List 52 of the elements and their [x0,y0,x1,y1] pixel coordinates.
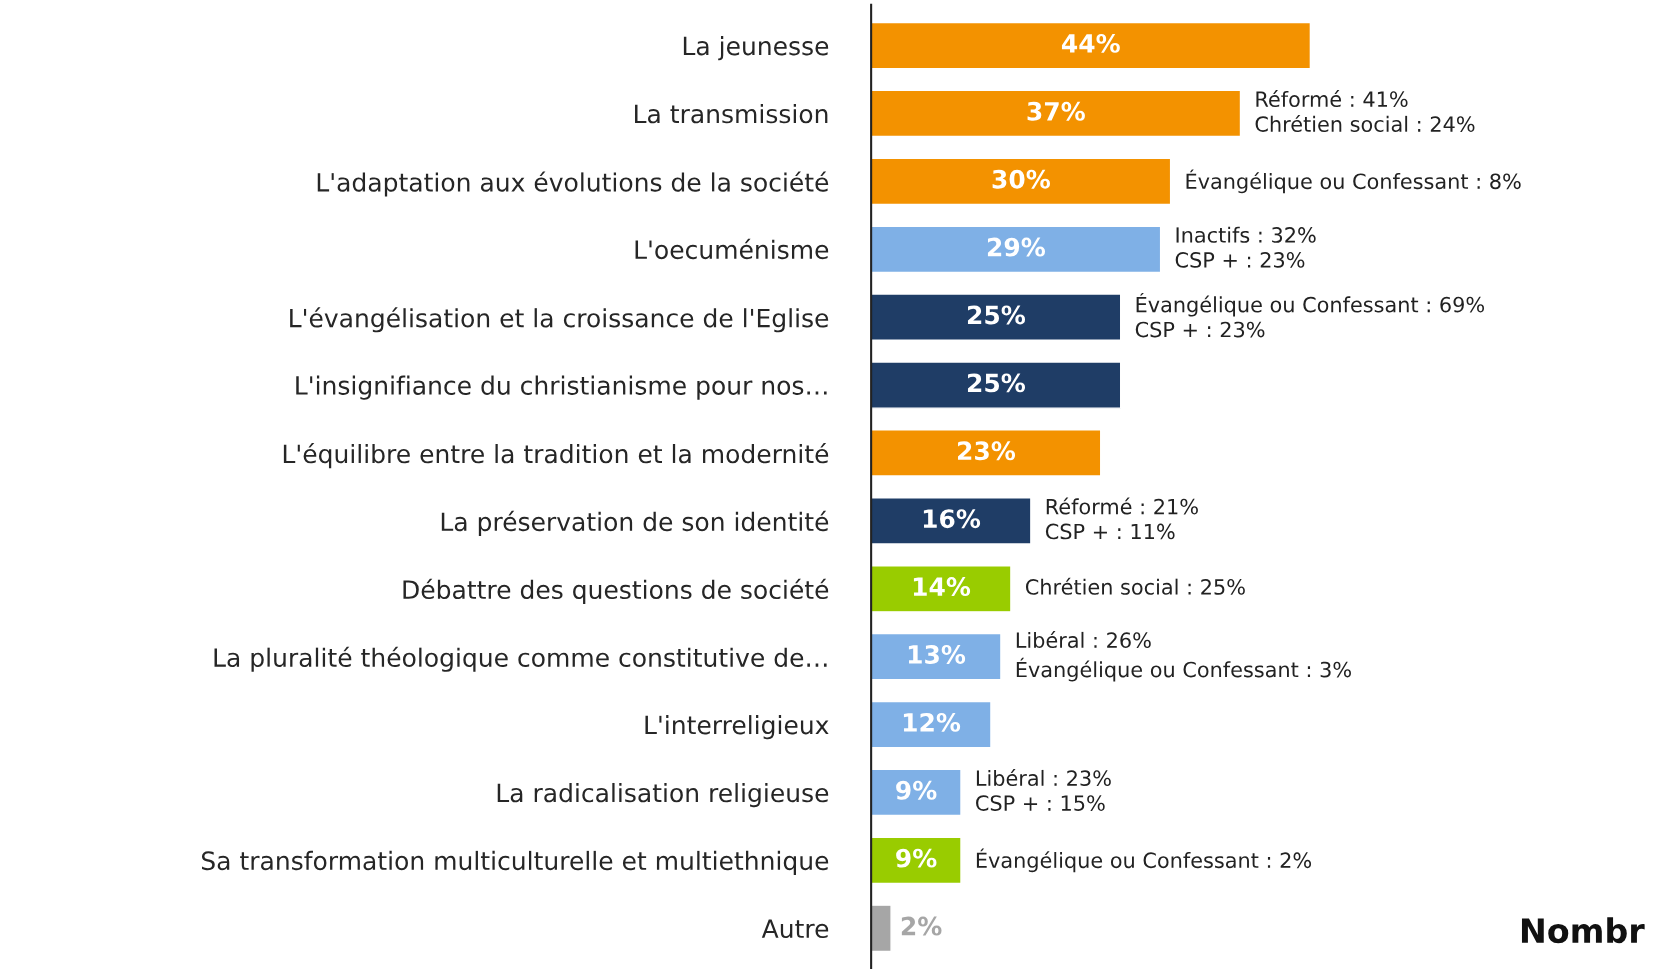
bar [871,497,1032,545]
y-tick-label: L'interreligieux [645,715,829,740]
data-label: 37% [1027,101,1085,121]
bar [871,157,1172,206]
bar [871,564,1012,613]
bar [871,89,1242,138]
y-tick-label: L'oecuménisme [635,238,829,260]
data-label: 13% [908,645,966,664]
y-tick-label: L'adaptation aux évolutions de la société [317,171,829,197]
text: Nombr [1521,917,1645,944]
data-label: 25% [967,305,1026,325]
data-label: 30% [992,169,1050,189]
data-label: 9% [896,848,937,868]
data-label: 14% [913,577,971,597]
annotation: Libéral : 26% Évangélique ou Confessant : 3% [1016,631,1351,682]
bar [871,904,892,953]
data-label: 9% [896,780,937,800]
annotation: Réformé : 41% Chrétien social : 24% [1255,90,1475,132]
data-label: 25% [967,373,1026,393]
annotation: Évangélique ou Confessant : 8% [1186,169,1521,194]
y-tick-label: La pluralité théologique comme constitutive de… [214,646,827,672]
data-label: 44% [1061,33,1120,53]
annotation: Libéral : 23% CSP + : 15% [976,769,1111,811]
y-tick-label: La jeunesse [683,36,829,61]
bar [871,836,962,885]
annotation: Évangélique ou Confessant : 2% [976,848,1312,873]
data-label: 29% [987,237,1046,257]
annotation: Réformé : 21% CSP + : 11% [1045,497,1198,540]
bar [871,429,1102,477]
y-tick-label: Sa transformation multiculturelle et multiethnique [201,850,829,876]
y-tick-label: Autre [761,919,829,939]
data-label: 12% [903,712,961,732]
bar [871,632,1002,681]
y-tick-label: La transmission [635,103,828,124]
bar [871,225,1162,274]
annotation: Inactifs : 32% CSP + : 23% [1175,226,1316,268]
y-tick-label: La radicalisation religieuse [497,782,829,808]
bar [871,361,1122,409]
data-label: 16% [923,509,981,529]
y-tick-label: L'insignifiance du christianisme pour nos… [296,375,827,400]
y-tick-label: L'évangélisation et la croissance de l'Eglise [290,307,829,333]
y-tick-label: Débattre des questions de société [403,578,829,604]
annotation: Évangélique ou Confessant : 69% CSP + : 23% [1135,292,1485,338]
data-label: 23% [957,441,1016,461]
annotation: Chrétien social : 25% [1025,577,1245,595]
y-tick-label: La préservation de son identité [441,510,829,537]
y-tick-label: L'équilibre entre la tradition et la modernité [283,442,829,469]
bar [871,293,1122,341]
bar [871,768,962,817]
data-label: 2% [901,916,942,936]
bar [871,700,992,749]
bar [871,21,1312,70]
